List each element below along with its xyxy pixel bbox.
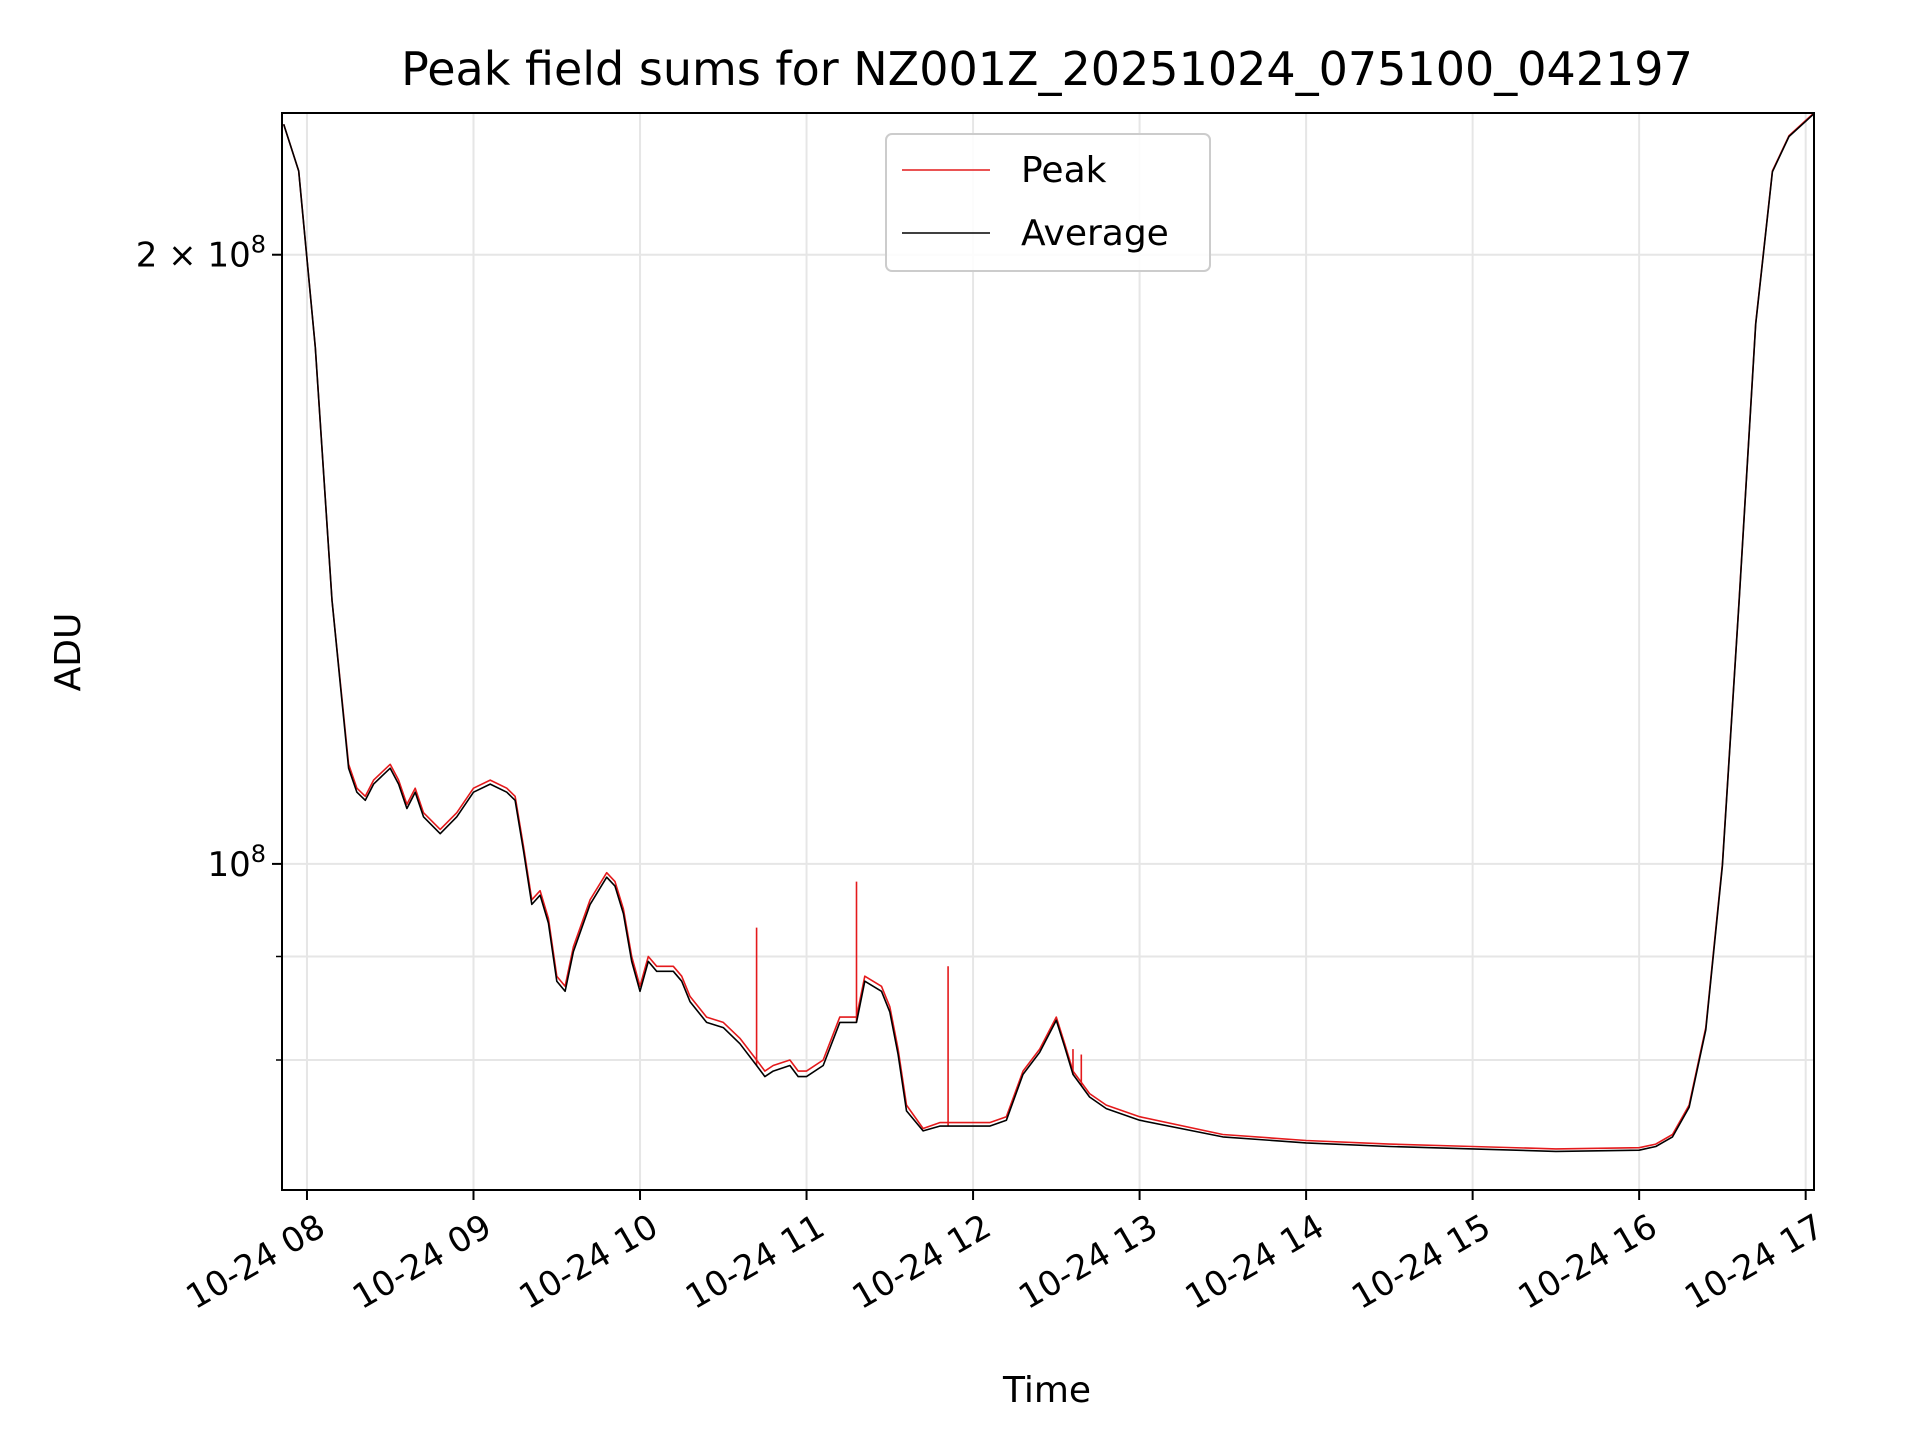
y-axis: 108 2 × 108 [136, 231, 282, 1061]
y-tick-label: 108 [207, 840, 266, 885]
legend[interactable]: Peak Average [885, 133, 1211, 272]
chart-title: Peak field sums for NZ001Z_20251024_0751… [401, 42, 1693, 96]
series-line-peak [282, 112, 1815, 1150]
y-tick-label: 2 × 108 [136, 231, 266, 276]
plot-frame [281, 112, 1815, 1191]
legend-average-label: Average [1021, 213, 1169, 254]
series-layer [282, 112, 1815, 1153]
x-axis-label: Time [1002, 1370, 1091, 1411]
legend-frame [885, 133, 1211, 272]
series-line-average [282, 113, 1815, 1153]
legend-peak-label: Peak [1021, 150, 1107, 191]
grid-layer [282, 113, 1814, 1190]
y-axis-label: ADU [48, 613, 89, 692]
